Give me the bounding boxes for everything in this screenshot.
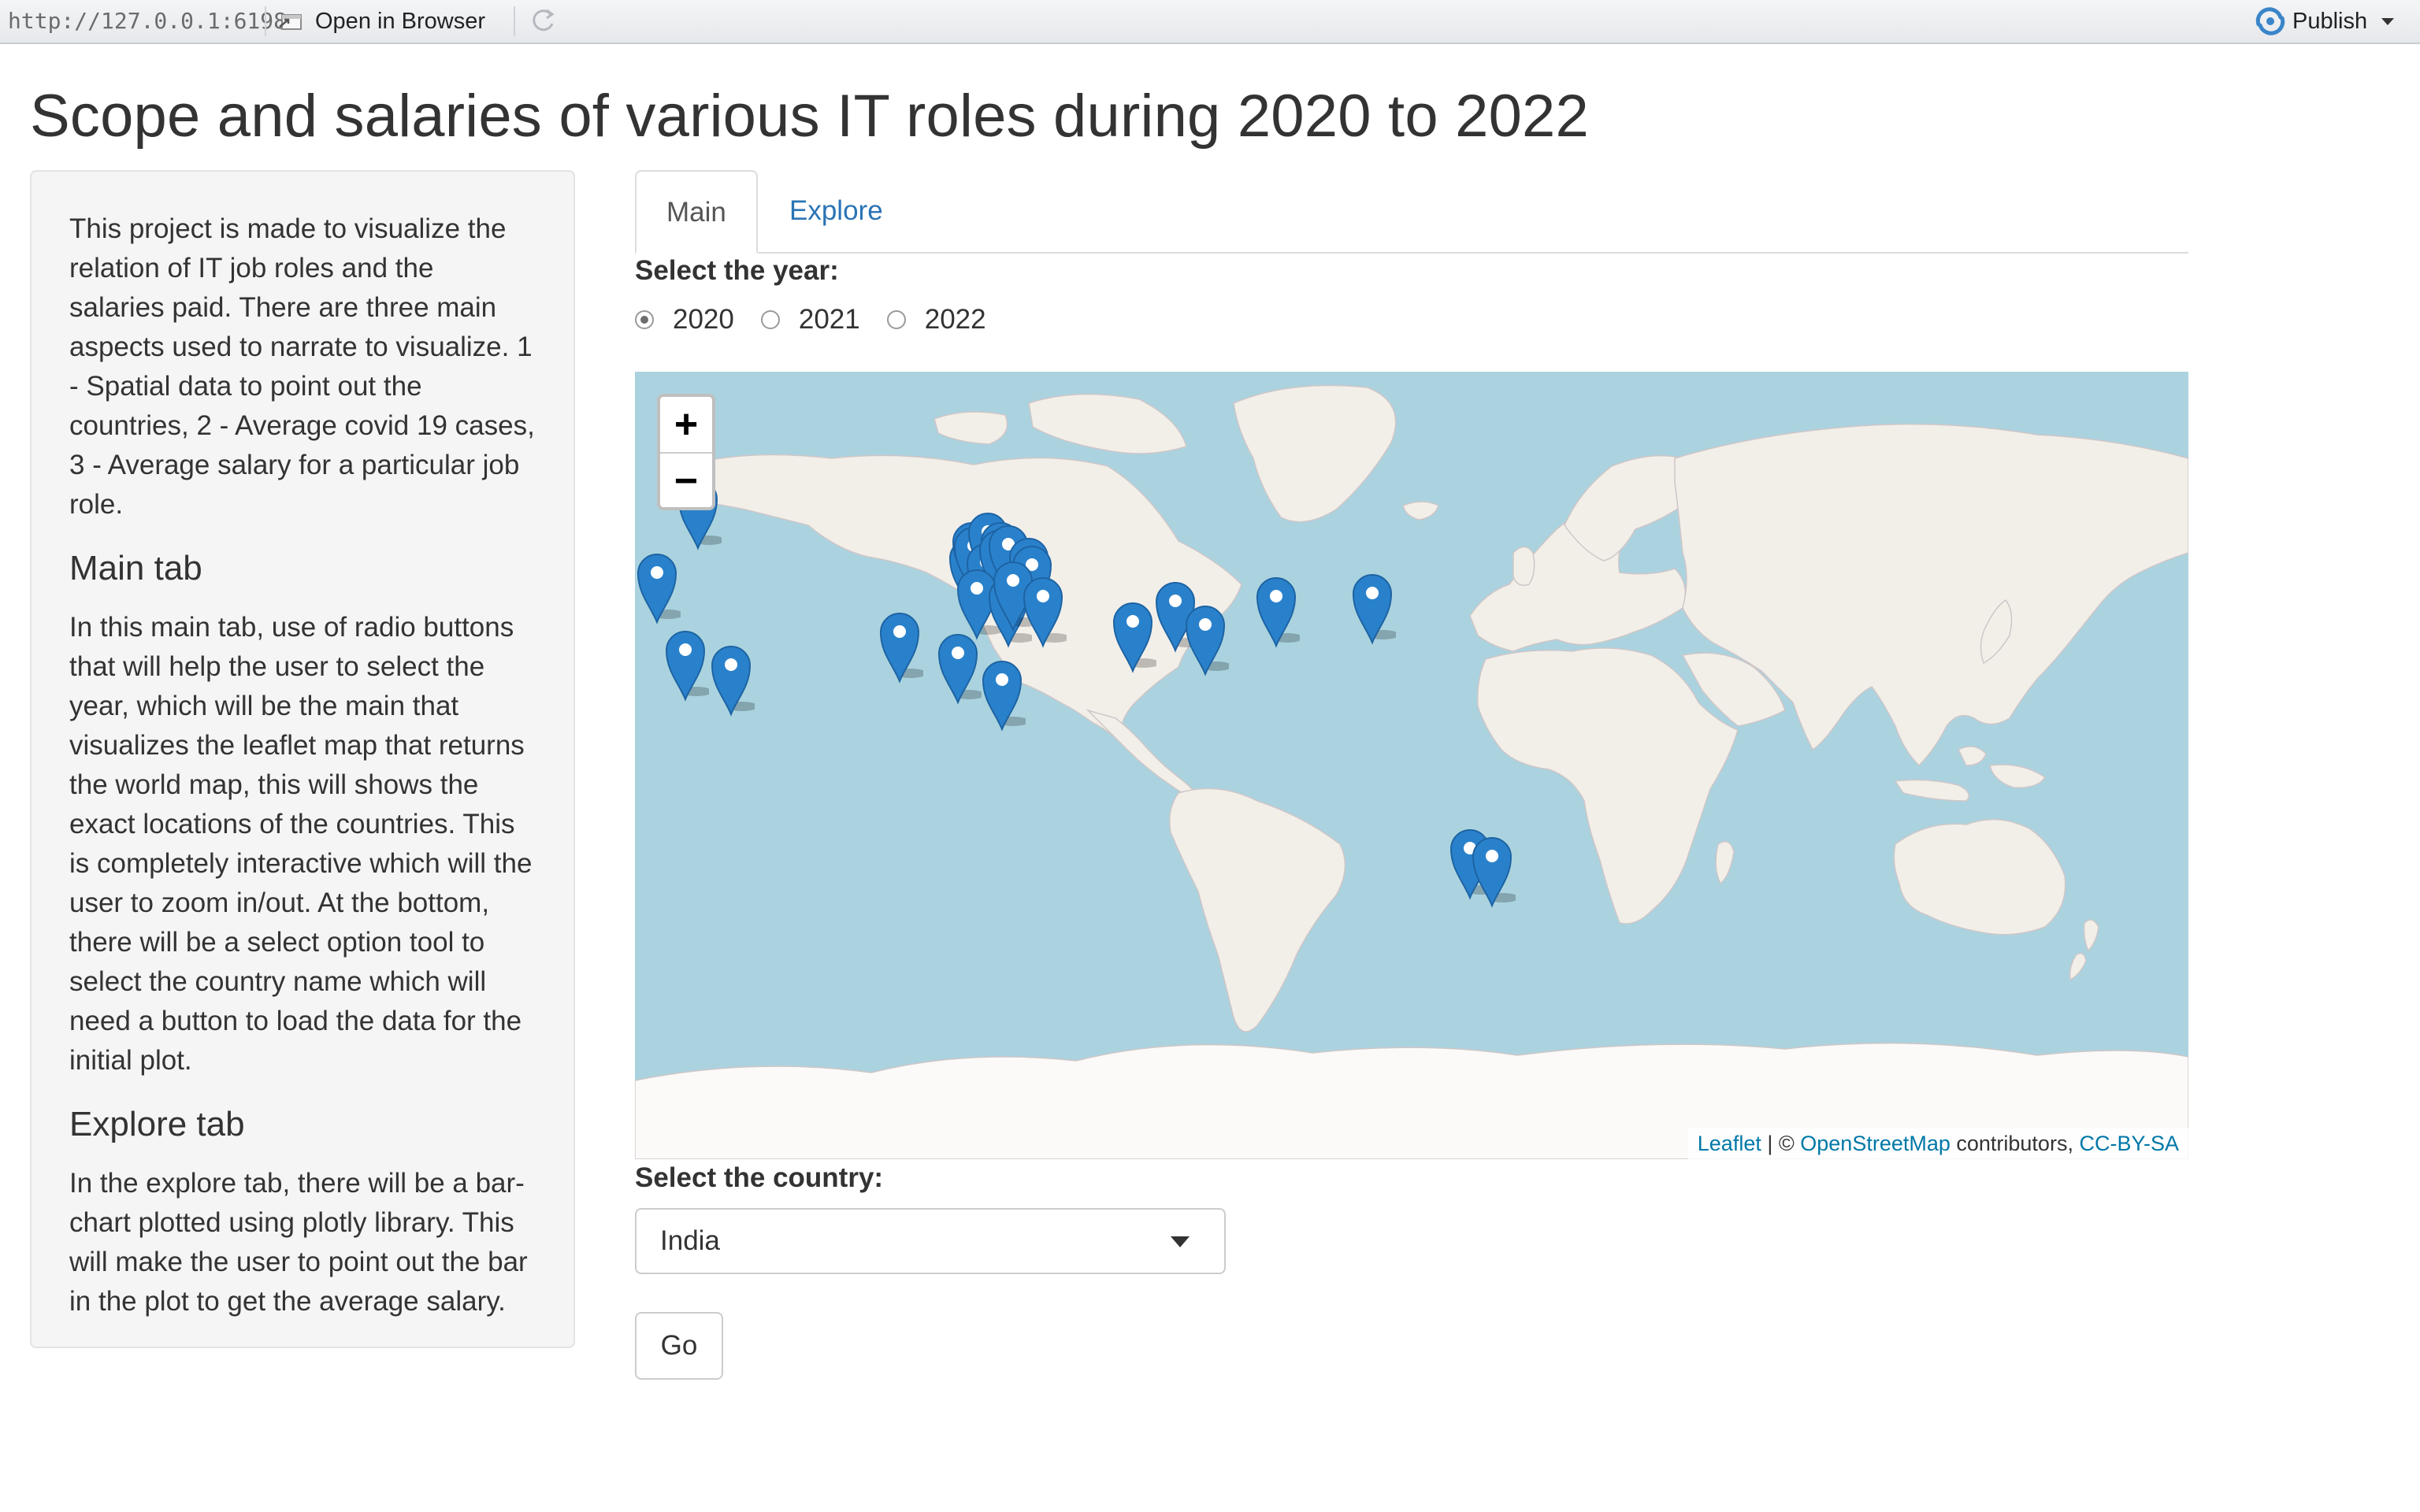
toolbar-divider	[265, 6, 266, 36]
tab-main[interactable]: Main	[635, 170, 758, 254]
main-panel: Main Explore Select the year: 2020 2021 …	[635, 170, 2188, 1380]
map-marker-icon[interactable]	[1468, 830, 1516, 909]
attribution-separator: | ©	[1761, 1132, 1801, 1155]
intro-text: This project is made to visualize the re…	[69, 213, 535, 520]
year-radio-2022[interactable]: 2022	[886, 304, 986, 335]
landmass-new-zealand	[2083, 919, 2099, 952]
map-attribution: Leaflet | © OpenStreetMap contributors, …	[1687, 1128, 2188, 1159]
map-marker-icon[interactable]	[934, 627, 982, 706]
landmass-iceland	[1402, 501, 1439, 521]
landmass-north-america	[657, 454, 1242, 743]
publish-button[interactable]: Publish	[2255, 3, 2395, 39]
attribution-contributors: contributors,	[1950, 1132, 2080, 1155]
radio-label: 2020	[673, 304, 734, 335]
landmass-arctic-islands	[1028, 393, 1187, 454]
publish-icon	[2255, 7, 2285, 35]
country-select-value: India	[660, 1225, 720, 1256]
caret-down-icon	[1171, 1236, 1190, 1247]
radio-button[interactable]	[760, 310, 780, 329]
tab-bar: Main Explore	[635, 170, 2188, 254]
tab-explore[interactable]: Explore	[789, 195, 883, 226]
sidebar-panel: This project is made to visualize the re…	[30, 170, 575, 1348]
page-title: Scope and salaries of various IT roles d…	[30, 83, 1589, 150]
map-marker-icon[interactable]	[1019, 570, 1067, 649]
refresh-icon[interactable]	[526, 3, 561, 38]
landmass-scandinavia	[1564, 454, 1691, 561]
year-selector-label: Select the year:	[635, 255, 839, 286]
url-display[interactable]: http://127.0.0.1:6198	[8, 8, 288, 34]
world-map-tiles	[635, 384, 2188, 1159]
radio-button[interactable]	[886, 310, 906, 329]
leaflet-link[interactable]: Leaflet	[1697, 1132, 1761, 1155]
map-marker-icon[interactable]	[662, 624, 709, 702]
map-marker-icon[interactable]	[876, 606, 923, 684]
landmass-asia	[1674, 423, 2188, 767]
landmass-japan	[1980, 598, 2013, 665]
zoom-control: + −	[657, 394, 715, 510]
explore-tab-description: In the explore tab, there will be a bar-…	[69, 1168, 528, 1317]
openstreetmap-link[interactable]: OpenStreetMap	[1800, 1132, 1950, 1155]
country-select[interactable]: India	[635, 1208, 1226, 1274]
main-tab-description: In this main tab, use of radio buttons t…	[69, 612, 533, 1076]
landmass-australia	[1893, 818, 2066, 936]
country-selector-label: Select the country:	[635, 1162, 884, 1193]
main-tab-heading: Main tab	[69, 549, 202, 587]
map-marker-icon[interactable]	[1253, 570, 1300, 649]
year-radio-2020[interactable]: 2020	[635, 304, 734, 335]
zoom-in-button[interactable]: +	[674, 402, 699, 447]
landmass-africa	[1476, 647, 1739, 925]
open-browser-icon	[279, 14, 302, 30]
landmass-indonesia	[1894, 779, 1970, 802]
map-marker-icon[interactable]	[953, 562, 1000, 641]
explore-tab-heading: Explore tab	[69, 1105, 245, 1143]
landmass-madagascar	[1715, 840, 1735, 885]
landmass-central-america	[1086, 709, 1204, 802]
map-marker-icon[interactable]	[635, 547, 681, 625]
year-radio-2021[interactable]: 2021	[760, 304, 860, 335]
leaflet-map[interactable]: + − Leaflet | © OpenStreetMap contributo…	[635, 372, 2188, 1159]
radio-label: 2021	[798, 304, 860, 335]
map-marker-icon[interactable]	[1182, 598, 1229, 677]
zoom-out-button[interactable]: −	[660, 452, 712, 507]
map-marker-icon[interactable]	[989, 554, 1037, 633]
landmass-greenland	[1233, 384, 1397, 523]
landmass-arabia	[1681, 652, 1786, 727]
landmass-europe	[1469, 497, 1687, 652]
map-marker-icon[interactable]	[707, 639, 755, 717]
publish-label: Publish	[2292, 8, 2368, 34]
year-radio-group: 2020 2021 2022	[635, 304, 1013, 335]
license-link[interactable]: CC-BY-SA	[2079, 1132, 2179, 1155]
open-in-browser-label: Open in Browser	[315, 8, 485, 34]
open-in-browser-button[interactable]: Open in Browser	[277, 5, 485, 38]
radio-label: 2022	[924, 304, 986, 335]
radio-button-checked[interactable]	[635, 310, 654, 329]
map-marker-icon[interactable]	[1349, 567, 1396, 646]
toolbar-divider	[514, 6, 515, 36]
landmass-south-america	[1169, 788, 1346, 1032]
viewer-toolbar: http://127.0.0.1:6198 Open in Browser Pu…	[0, 0, 2420, 44]
map-marker-icon[interactable]	[1109, 595, 1156, 674]
chevron-down-icon	[2381, 17, 2395, 25]
map-marker-icon[interactable]	[978, 654, 1026, 732]
go-button[interactable]: Go	[635, 1312, 723, 1380]
landmass-uk	[1512, 546, 1535, 586]
